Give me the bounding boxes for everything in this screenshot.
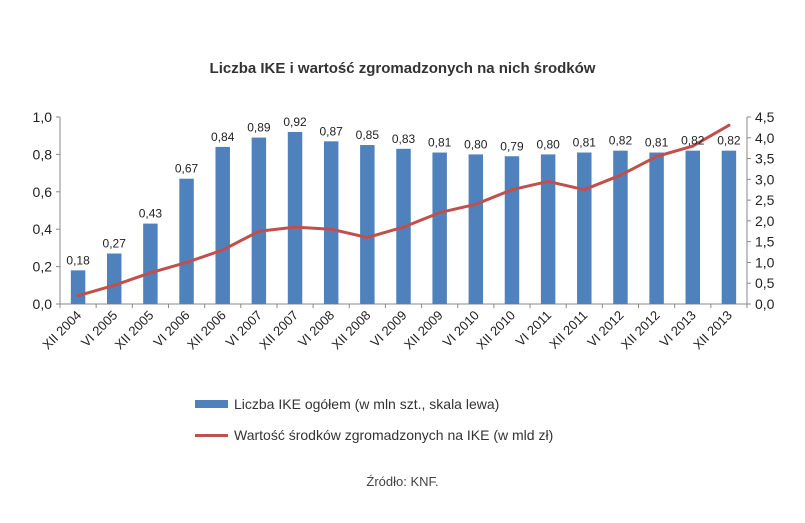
line-point [148,271,152,275]
line-point [510,188,514,192]
legend-label-line: Wartość środków zgromadzonych na IKE (w … [234,427,554,443]
source-note: Źródło: KNF. [366,474,439,489]
right-tick-label: 3,0 [755,171,775,187]
legend-bar-swatch [195,400,228,408]
x-tick-label: XII 2005 [112,308,157,353]
bar-data-label: 0,79 [500,139,524,153]
bar [540,154,556,304]
bar [504,156,520,304]
x-tick-label: XII 2009 [401,308,446,353]
bar [143,223,158,304]
bar [215,146,230,304]
bar [251,137,267,304]
bar [107,253,122,304]
bar [721,150,737,304]
line-point [727,123,731,127]
bar [613,150,628,304]
right-tick-label: 4,5 [755,109,775,125]
bar [432,152,447,304]
bar [577,152,592,304]
left-tick-label: 0,8 [33,146,53,162]
right-tick-label: 3,5 [755,151,775,167]
x-tick-label: XII 2012 [618,308,663,353]
x-tick-label: XII 2007 [256,308,301,353]
line-point [185,260,189,264]
right-tick-label: 1,0 [755,254,775,270]
left-tick-label: 0,4 [33,221,53,237]
bar [685,150,700,304]
line-point [329,227,333,231]
data-labels: 0,18 0,27 0,43 0,67 0,84 0,89 0,92 0,87 0,85 0,83… [66,115,741,267]
legend-item-line: Wartość środków zgromadzonych na IKE (w … [195,427,553,443]
bar-data-label: 0,80 [464,137,488,151]
line-point [112,283,116,287]
bar-data-label: 0,82 [609,134,633,148]
x-tick-label: XII 2013 [690,308,735,353]
bar-data-label: 0,87 [320,124,344,138]
left-tick-label: 0,2 [33,259,53,275]
bar [323,141,339,304]
x-tick-label: XII 2010 [473,308,518,353]
line-point [691,144,695,148]
line-point [655,154,659,158]
bar [70,270,86,304]
x-tick-label: XII 2006 [184,308,229,353]
bar-data-label: 0,80 [536,137,560,151]
left-tick-label: 0,0 [33,296,53,312]
bar [287,131,303,304]
line-point [221,248,225,252]
right-tick-label: 0,5 [755,275,775,291]
left-tick-label: 1,0 [33,109,53,125]
bar-data-label: 0,27 [103,237,127,251]
bar [179,178,194,304]
bar-data-label: 0,85 [356,128,380,142]
line-point [293,225,297,229]
bar-data-label: 0,18 [66,253,90,267]
bar-data-label: 0,81 [428,136,452,150]
bar-data-label: 0,43 [139,207,163,221]
bar-data-label: 0,81 [645,136,669,150]
legend-item-bars: Liczba IKE ogółem (w mln szt., skala lew… [195,396,499,412]
chart-title: Liczba IKE i wartość zgromadzonych na ni… [209,60,596,77]
line-point [474,202,478,206]
bar-data-label: 0,89 [247,121,271,135]
bar-data-label: 0,92 [283,115,307,129]
line-point [582,188,586,192]
x-tick-label: XII 2011 [546,308,590,352]
bar [360,145,375,304]
line-point [76,294,80,298]
bar-data-label: 0,67 [175,162,199,176]
bar-series [70,131,737,304]
line-point [438,211,442,215]
legend-line-swatch [195,433,228,437]
x-tick-label: XII 2004 [39,308,84,353]
right-tick-label: 0,0 [755,296,775,312]
left-tick-label: 0,6 [33,184,53,200]
bar-data-label: 0,81 [573,136,597,150]
line-point [402,225,405,229]
bar-data-label: 0,84 [211,130,235,144]
right-tick-label: 1,5 [755,234,775,250]
bar-data-label: 0,82 [717,134,741,148]
right-tick-label: 2,0 [755,213,775,229]
bar [649,152,664,304]
right-tick-label: 2,5 [755,192,775,208]
legend-label-bars: Liczba IKE ogółem (w mln szt., skala lew… [234,396,500,412]
line-point [546,179,550,183]
line-series [76,123,731,298]
bar-data-label: 0,83 [392,132,416,146]
right-tick-label: 4,0 [755,130,775,146]
bar [468,154,484,304]
line-point [257,229,261,233]
bar-data-label: 0,82 [681,134,705,148]
x-tick-label: XII 2008 [329,308,374,353]
line-point [365,236,369,240]
line-point [618,173,622,177]
